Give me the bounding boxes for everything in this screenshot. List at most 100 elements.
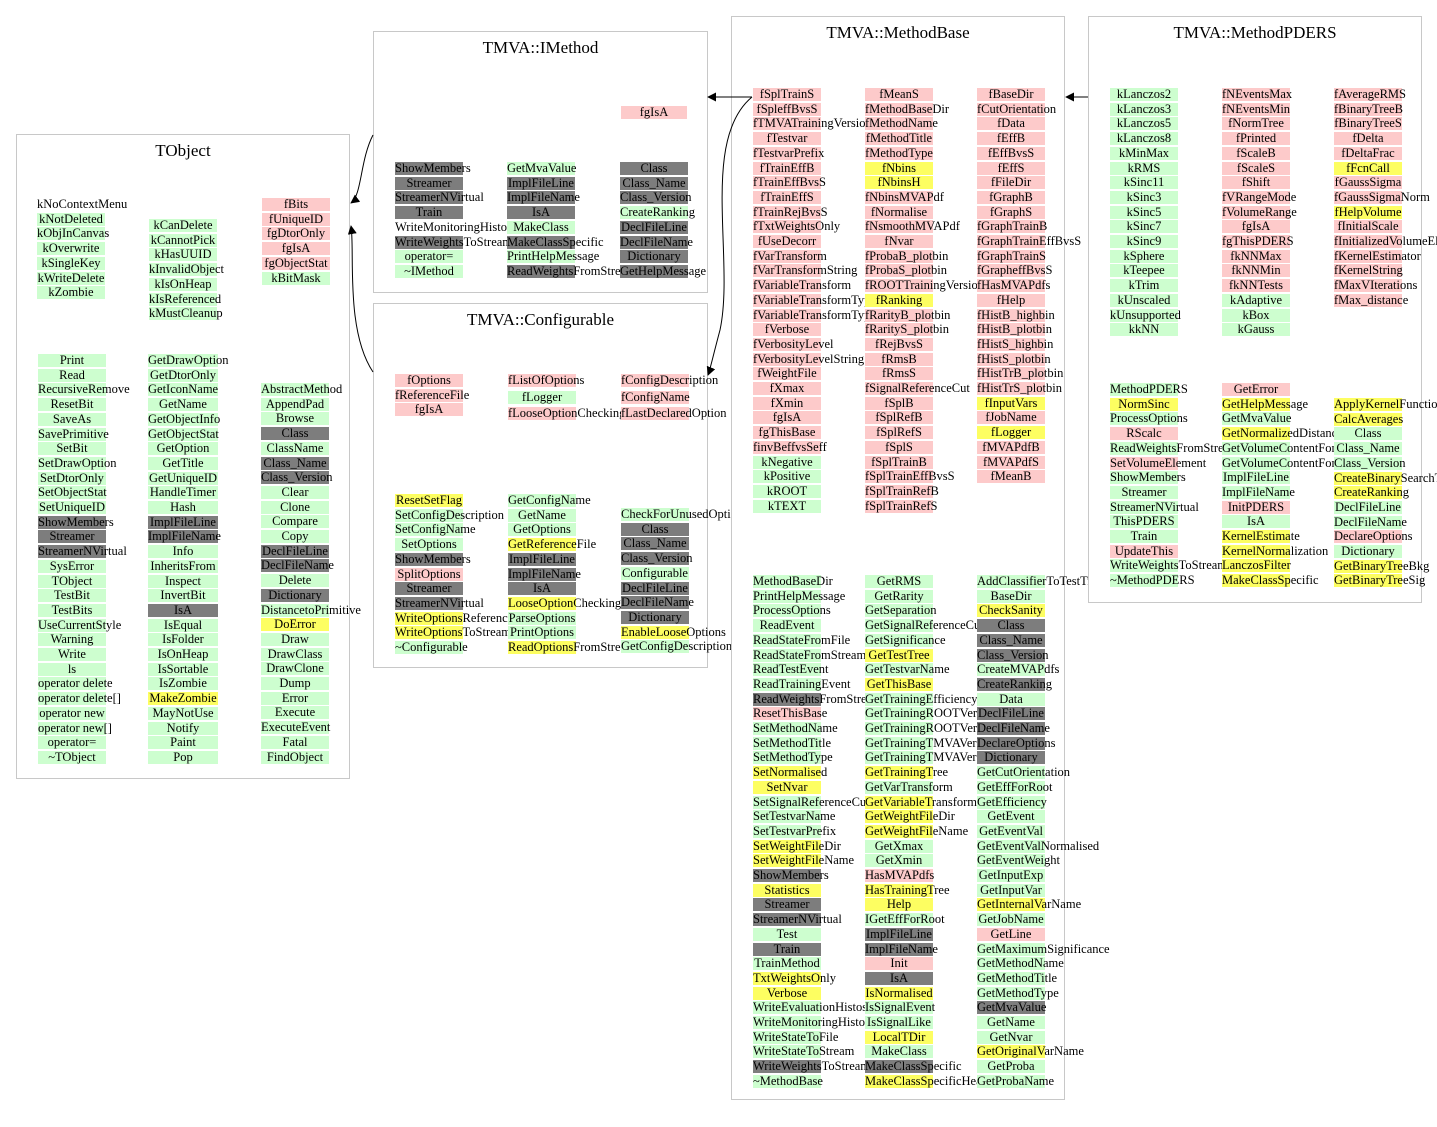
member-setconfigname: SetConfigName [395,522,476,537]
member-fxmin: fXmin [753,396,821,410]
member-showmembers: ShowMembers [38,514,114,529]
arrow-configurable-to-tobject [347,225,374,373]
member-saveprimitive: SavePrimitive [38,426,109,441]
member-fvariabletransformtypestring: fVariableTransformTypeString [753,307,907,322]
member-createranking: CreateRanking [1334,485,1409,500]
member-declfilename: DeclFileName [977,721,1050,735]
member-fkernelestimator: fKernelEstimator [1334,248,1421,263]
member-fconfigname: fConfigName [621,389,690,404]
member-finitialscale: fInitialScale [1334,220,1402,234]
member-implfilename: ImplFileName [148,529,221,544]
member-makezombie: MakeZombie [148,691,218,706]
member-verbose: Verbose [753,986,821,1000]
member-geterror: GetError [1222,383,1290,396]
member-feffb: fEffB [977,132,1045,146]
member-readtrainingevent: ReadTrainingEvent [753,676,851,691]
member-pop: Pop [148,750,218,764]
member-fjobname: fJobName [977,411,1045,425]
member-fbinarytreeb: fBinaryTreeB [1334,101,1403,116]
member-feffs: fEffS [977,161,1045,175]
member-txtweightsonly: TxtWeightsOnly [753,970,837,985]
member-frejbvss: fRejBvsS [865,337,933,351]
member-getline: GetLine [977,927,1045,941]
arrow-imethod-to-tobject [350,134,374,204]
member-getsignificance: GetSignificance [865,632,946,647]
member-kadaptive: kAdaptive [1222,293,1290,307]
member-fprinted: fPrinted [1222,132,1290,146]
member-setweightfiledir: SetWeightFileDir [753,838,841,853]
member-fsplrefs: fSplRefS [865,426,933,440]
member-class_version: Class_Version [621,551,693,566]
member-testbit: TestBit [38,589,106,603]
member-streamer: Streamer [753,898,821,912]
member--methodbase: ~MethodBase [753,1073,823,1088]
member-fhistb_plotbin: fHistB_plotbin [977,322,1053,337]
member-calcaverages: CalcAverages [1334,411,1404,426]
member-fhistb_highbin: fHistB_highbin [977,307,1055,322]
member-streamernvirtual: StreamerNVirtual [38,544,127,559]
member-usecurrentstyle: UseCurrentStyle [38,617,122,632]
member-print: Print [38,354,106,367]
member-streamer: Streamer [1110,485,1178,499]
member-iszombie: IsZombie [148,677,218,691]
member-fscaleb: fScaleB [1222,146,1290,160]
member-fsignalreferencecut: fSignalReferenceCut [865,381,970,395]
member-read: Read [38,368,106,382]
class-title: TMVA::MethodBase [826,23,970,42]
member-kbox: kBox [1222,308,1290,322]
member-issignalevent: IsSignalEvent [865,1000,936,1015]
member-geticonname: GetIconName [148,382,219,397]
member-readstatefromfile: ReadStateFromFile [753,632,851,647]
member-ftraineffb: fTrainEffB [753,161,821,175]
member-fgausssigma: fGaussSigma [1334,175,1402,190]
member-kbitmask: kBitMask [262,271,330,285]
member-looseoptioncheckingenabled: LooseOptionCheckingEnabled [508,595,663,610]
member-invertbit: InvertBit [148,589,218,603]
member-readoptionsfromstream: ReadOptionsFromStream [508,640,636,654]
member-isfolder: IsFolder [148,633,218,647]
member-kmustcleanup: kMustCleanup [149,306,223,321]
member-getseparation: GetSeparation [865,603,937,618]
member-isa: IsA [1222,515,1290,529]
member-kknn: kkNN [1110,323,1178,337]
member-klanczos2: kLanczos2 [1110,88,1178,101]
member-trainmethod: TrainMethod [753,956,821,971]
member-finputvars: fInputVars [977,396,1045,410]
member-streamernvirtual: StreamerNVirtual [1110,499,1199,514]
member-abstractmethod: AbstractMethod [261,382,343,396]
member-makeclassspecificheader: MakeClassSpecificHeader [865,1073,998,1088]
member-finvbeffvsseff: finvBeffvsSeff [753,439,827,454]
member-class: Class [261,427,329,441]
member-class_name: Class_Name [261,456,329,470]
member-frmsb: fRmsB [865,352,933,366]
member-getmvavalue: GetMvaValue [1222,411,1292,426]
member-declareoptions: DeclareOptions [977,735,1056,750]
member-fatal: Fatal [261,735,329,749]
member-updatethis: UpdateThis [1110,544,1178,558]
member-lanczosfilter: LanczosFilter [1222,558,1291,573]
member-fvolumerange: fVolumeRange [1222,204,1297,219]
member-getinternalvarname: GetInternalVarName [977,897,1082,912]
member-ftrainrejbvss: fTrainRejBvsS [753,204,828,219]
member-fhists_highbin: fHistS_highbin [977,336,1054,351]
member-fgraphtraineffbvss: fGraphTrainEffBvsS [977,234,1082,248]
member-gettrainingrootversioncode: GetTrainingROOTVersionCode [865,706,1025,721]
member-koverwrite: kOverwrite [37,242,105,256]
member-class_name: Class_Name [621,537,689,551]
member-getnormalizeddistance: GetNormalizedDistance [1222,426,1343,441]
member-gettrainingtmvaversioncode: GetTrainingTMVAVersionCode [865,735,1024,750]
member-drawclass: DrawClass [261,647,329,661]
member-fnbinsmvapdf: fNbinsMVAPdf [865,189,944,204]
member-writemonitoringhistostofile: WriteMonitoringHistosToFile [753,1015,903,1029]
member-fspleffbvss: fSpleffBvsS [753,102,821,116]
member-configurable: Configurable [621,565,689,580]
member-kunscaled: kUnscaled [1110,293,1178,307]
member-testbits: TestBits [38,603,106,617]
member-setuniqueid: SetUniqueID [38,500,106,514]
member-localtdir: LocalTDir [865,1030,933,1044]
member-getoption: GetOption [148,442,218,456]
member-fgrapheffbvss: fGrapheffBvsS [977,263,1053,278]
member-finitializedvolumeele: fInitializedVolumeEle [1334,234,1437,248]
member-fmethodtype: fMethodType [865,145,933,160]
member-readweightsfromstream: ReadWeightsFromStream [507,263,636,278]
